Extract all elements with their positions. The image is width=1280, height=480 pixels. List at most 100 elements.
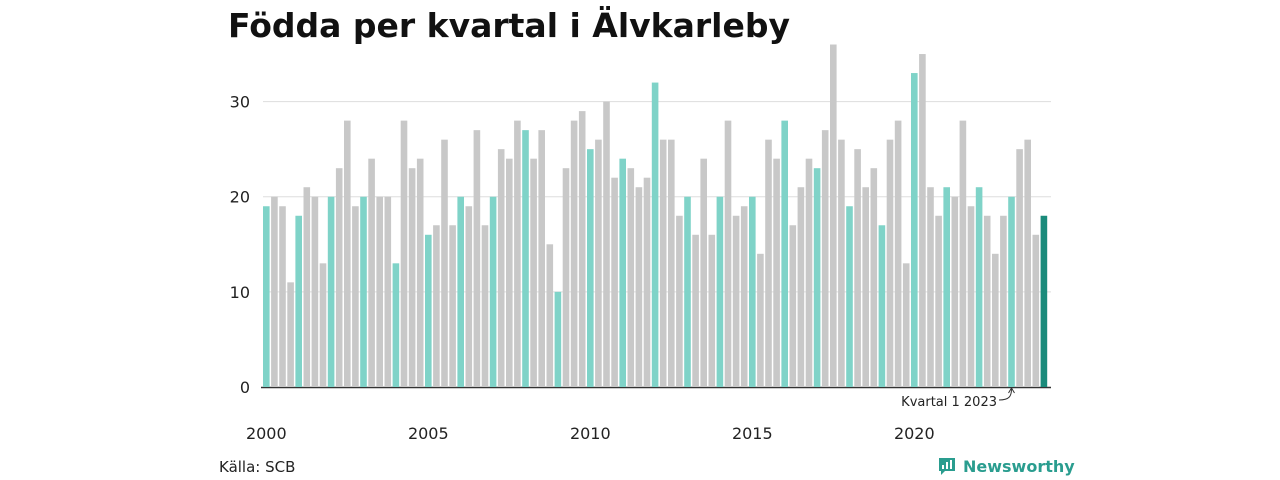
annotation: Kvartal 1 2023 [901,387,1015,410]
bar [716,196,724,387]
bar [830,44,837,387]
y-tick-label: 20 [230,188,250,207]
bar [546,244,554,387]
bar [635,187,643,387]
bar [303,187,311,387]
bar [506,158,513,387]
bar [724,120,732,388]
bar [538,130,545,387]
bar [708,234,716,387]
bar [684,196,691,387]
bar [1032,234,1040,387]
bar [911,73,918,388]
bar [1024,139,1031,387]
bar [433,225,440,387]
bar [335,168,343,387]
y-tick-label: 10 [230,283,250,302]
bar [789,225,797,387]
bar [805,158,813,387]
bar [416,158,424,387]
bar [959,120,967,388]
bar [951,196,959,387]
bar [935,215,942,387]
bar [425,234,432,387]
bar [886,139,894,387]
bar [1016,149,1023,387]
bar [465,206,473,387]
bar [854,149,861,387]
bar [376,196,383,387]
bar [327,196,335,387]
bar [676,215,683,387]
bar [319,263,327,387]
bar [457,196,464,387]
bar [651,82,659,387]
bar [813,168,821,387]
y-tick-label: 0 [240,378,250,397]
brand-name: Newsworthy [963,456,1075,476]
bar [732,215,740,387]
bar [611,177,618,387]
bar [870,168,878,387]
bar [700,158,707,387]
x-tick-label: 2015 [732,424,773,443]
x-tick-label: 2010 [570,424,611,443]
bar [740,206,748,387]
bar [562,168,570,387]
bar [360,196,367,387]
bar [578,111,586,388]
bar [392,263,400,387]
bar [878,225,886,387]
y-tick-label: 30 [230,93,250,112]
bar [497,149,505,387]
bar [749,196,756,387]
axis-labels: 0 10 20 30 2000 2005 2010 2015 2020 [230,93,935,443]
bar [668,139,675,387]
bar [384,196,392,387]
bar [587,149,594,387]
bar [530,158,537,387]
bar [295,215,302,387]
bar [967,206,975,387]
bar [368,158,375,387]
bar [902,263,910,387]
bar [894,120,902,388]
bar [400,120,408,388]
bar [627,168,635,387]
bar [489,196,497,387]
bar [263,206,270,387]
bar [862,187,869,387]
bar [846,206,853,387]
bar [797,187,805,387]
bar [1040,215,1048,387]
bar [441,139,448,387]
bar [311,196,319,387]
bar [344,120,351,388]
bar [919,54,926,387]
x-tick-label: 2020 [894,424,935,443]
bar [757,253,764,387]
x-tick-label: 2000 [246,424,287,443]
newsworthy-logo-icon [939,458,955,475]
bar [473,130,481,387]
bar [927,187,934,387]
bar [408,168,416,387]
annotation-arrowhead [1008,387,1015,394]
source-note: Källa: SCB [219,458,296,476]
bar [522,130,529,387]
bar [481,225,489,387]
bar [619,158,626,387]
brand-logo[interactable]: Newsworthy [937,456,1075,476]
annotation-arrow [998,388,1012,401]
bar [287,282,294,387]
bar [992,253,999,387]
bar [449,225,456,387]
chart-title: Födda per kvartal i Älvkarleby [228,6,790,45]
bar [554,291,562,387]
x-tick-label: 2005 [408,424,449,443]
bar [271,196,278,387]
bar [975,187,983,387]
bar [692,234,699,387]
bar [659,139,667,387]
